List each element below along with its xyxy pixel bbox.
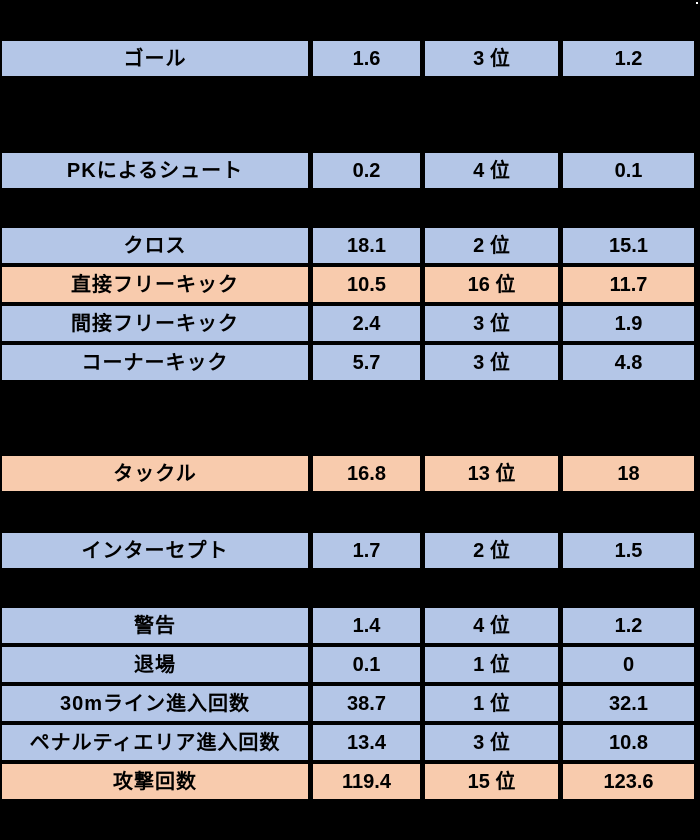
stat-value-right: 123.6 bbox=[563, 764, 694, 799]
table-row: インターセプト 1.7 2 位 1.5 bbox=[2, 533, 694, 568]
rank-value: 16 位 bbox=[425, 267, 558, 302]
row-label: 警告 bbox=[2, 608, 308, 643]
stat-value-right: 18 bbox=[563, 456, 694, 491]
table-row: 30mライン進入回数 38.7 1 位 32.1 bbox=[2, 686, 694, 721]
stat-value-right: 1.2 bbox=[563, 41, 694, 76]
row-label: ゴール bbox=[2, 41, 308, 76]
table-row: タックル 16.8 13 位 18 bbox=[2, 456, 694, 491]
stat-value-left: 16.8 bbox=[313, 456, 420, 491]
table-row: コーナーキック 5.7 3 位 4.8 bbox=[2, 345, 694, 380]
rank-value: 1 位 bbox=[425, 686, 558, 721]
stat-value-left: 0.1 bbox=[313, 647, 420, 682]
table-row: 退場 0.1 1 位 0 bbox=[2, 647, 694, 682]
rank-value: 3 位 bbox=[425, 345, 558, 380]
stat-value-right: 11.7 bbox=[563, 267, 694, 302]
rank-value: 1 位 bbox=[425, 647, 558, 682]
rank-value: 4 位 bbox=[425, 608, 558, 643]
stat-value-left: 1.4 bbox=[313, 608, 420, 643]
stat-value-right: 1.2 bbox=[563, 608, 694, 643]
row-label: 間接フリーキック bbox=[2, 306, 308, 341]
rank-value: 4 位 bbox=[425, 153, 558, 188]
rank-value: 3 位 bbox=[425, 725, 558, 760]
rank-value: 13 位 bbox=[425, 456, 558, 491]
screenshot-artifact-dot bbox=[696, 2, 698, 4]
stat-value-left: 2.4 bbox=[313, 306, 420, 341]
stat-value-left: 119.4 bbox=[313, 764, 420, 799]
stat-value-left: 1.6 bbox=[313, 41, 420, 76]
stat-value-right: 1.9 bbox=[563, 306, 694, 341]
stat-value-left: 18.1 bbox=[313, 228, 420, 263]
table-row: クロス 18.1 2 位 15.1 bbox=[2, 228, 694, 263]
stat-value-right: 0 bbox=[563, 647, 694, 682]
stat-value-right: 1.5 bbox=[563, 533, 694, 568]
rank-value: 2 位 bbox=[425, 533, 558, 568]
table-row: ペナルティエリア進入回数 13.4 3 位 10.8 bbox=[2, 725, 694, 760]
table-row: 間接フリーキック 2.4 3 位 1.9 bbox=[2, 306, 694, 341]
stat-value-left: 10.5 bbox=[313, 267, 420, 302]
row-label: 退場 bbox=[2, 647, 308, 682]
stat-value-left: 5.7 bbox=[313, 345, 420, 380]
rank-value: 3 位 bbox=[425, 41, 558, 76]
stat-value-left: 0.2 bbox=[313, 153, 420, 188]
stat-value-left: 13.4 bbox=[313, 725, 420, 760]
stat-value-right: 15.1 bbox=[563, 228, 694, 263]
table-row: ゴール 1.6 3 位 1.2 bbox=[2, 41, 694, 76]
rank-value: 3 位 bbox=[425, 306, 558, 341]
row-label: PKによるシュート bbox=[2, 153, 308, 188]
rank-value: 15 位 bbox=[425, 764, 558, 799]
row-label: 30mライン進入回数 bbox=[2, 686, 308, 721]
stat-value-right: 0.1 bbox=[563, 153, 694, 188]
stat-value-right: 32.1 bbox=[563, 686, 694, 721]
row-label: インターセプト bbox=[2, 533, 308, 568]
row-label: クロス bbox=[2, 228, 308, 263]
stat-value-right: 10.8 bbox=[563, 725, 694, 760]
rank-value: 2 位 bbox=[425, 228, 558, 263]
row-label: ペナルティエリア進入回数 bbox=[2, 725, 308, 760]
stat-value-right: 4.8 bbox=[563, 345, 694, 380]
stat-value-left: 38.7 bbox=[313, 686, 420, 721]
table-row: 攻撃回数 119.4 15 位 123.6 bbox=[2, 764, 694, 799]
table-row: 警告 1.4 4 位 1.2 bbox=[2, 608, 694, 643]
table-row: 直接フリーキック 10.5 16 位 11.7 bbox=[2, 267, 694, 302]
row-label: 攻撃回数 bbox=[2, 764, 308, 799]
row-label: コーナーキック bbox=[2, 345, 308, 380]
table-row: PKによるシュート 0.2 4 位 0.1 bbox=[2, 153, 694, 188]
row-label: タックル bbox=[2, 456, 308, 491]
row-label: 直接フリーキック bbox=[2, 267, 308, 302]
stat-value-left: 1.7 bbox=[313, 533, 420, 568]
